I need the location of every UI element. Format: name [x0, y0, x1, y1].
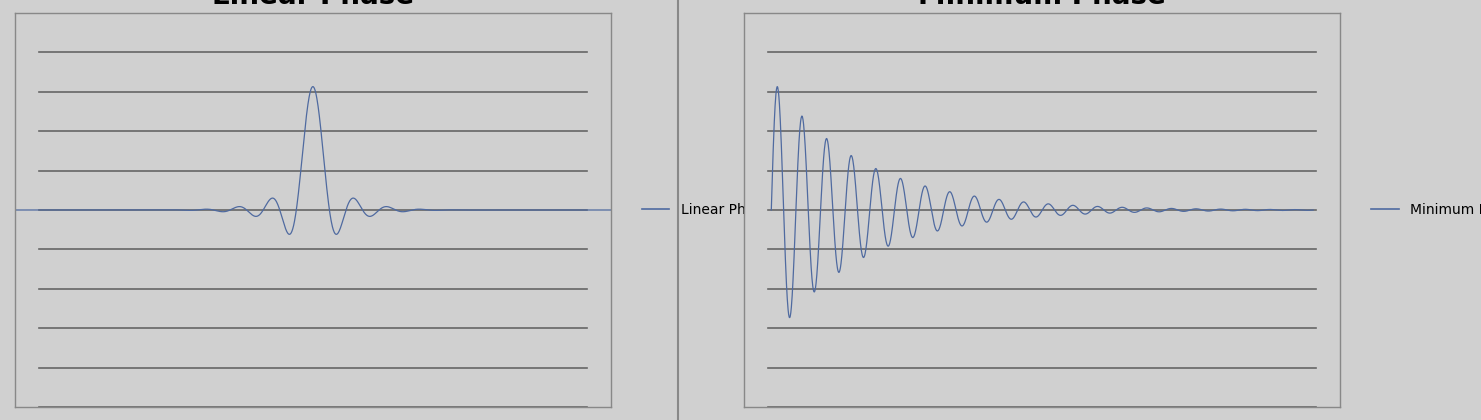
Legend: Linear Phase: Linear Phase	[641, 203, 770, 217]
Legend: Minimum Phase: Minimum Phase	[1371, 203, 1481, 217]
Title: Minimum Phase: Minimum Phase	[918, 0, 1166, 10]
Title: Linear Phase: Linear Phase	[212, 0, 413, 10]
